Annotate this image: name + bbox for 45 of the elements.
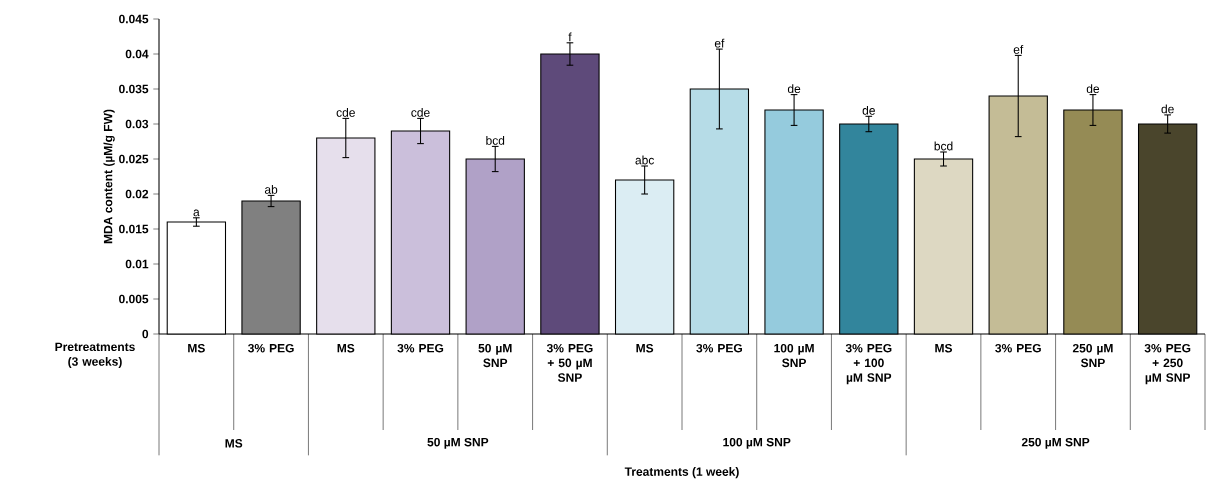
annotation: ef (1013, 45, 1024, 54)
annotation: ab (264, 184, 278, 194)
annotation: de (1086, 84, 1100, 94)
text: Pretreatments (3 weeks) (55, 342, 135, 369)
x-tick-label: MS (188, 343, 205, 353)
y-tick-label: 0.045 (119, 14, 149, 24)
annotation: de (862, 105, 875, 115)
annotation: de (787, 84, 801, 94)
text: 100 µM SNP (723, 437, 791, 449)
text: Treatments (1 week) (624, 467, 739, 479)
y-tick-label: 0.02 (125, 189, 149, 199)
text: 50 µM SNP (427, 437, 489, 449)
x-tick-label: 3% PEG + 50 µM SNP (546, 343, 593, 382)
annotation: bcd (934, 141, 953, 151)
text: MS (225, 439, 243, 448)
x-tick-label: 3% PEG + 100 µM SNP (845, 343, 892, 385)
x-tick-label: MS (636, 343, 654, 353)
y-tick-label: 0.03 (125, 119, 149, 129)
annotation: cde (336, 107, 355, 117)
y-tick-label: 0.025 (119, 154, 149, 164)
x-tick-label: 100 µM SNP (774, 343, 814, 368)
y-tick-label: 0.015 (119, 224, 149, 234)
x-tick-label: 3% PEG (995, 343, 1041, 353)
x-tick-label: 3% PEG (696, 343, 742, 353)
x-tick-label: MS (935, 343, 953, 353)
y-tick-label: 0.01 (125, 259, 149, 269)
annotation: cde (411, 107, 430, 117)
annotation: ef (714, 38, 725, 48)
annotation: abc (635, 155, 655, 165)
text: 250 µM SNP (1021, 437, 1090, 449)
y-tick-label: 0.005 (119, 294, 149, 304)
x-tick-label: 50 µM SNP (478, 343, 512, 368)
annotation: a (193, 209, 200, 217)
y-tick-label: 0 (142, 329, 149, 339)
x-tick-label: 250 µM SNP (1072, 343, 1113, 368)
x-tick-label: 3% PEG (248, 343, 294, 353)
y-axis-title: MDA content (µM/g FW) (103, 109, 115, 244)
annotation: f (568, 32, 572, 42)
y-tick-label: 0.04 (125, 49, 149, 59)
annotation: bcd (486, 135, 505, 145)
y-tick-label: 0.035 (119, 84, 149, 94)
annotation: de (1161, 104, 1174, 114)
x-tick-label: MS (337, 343, 355, 353)
x-tick-label: 3% PEG + 250 µM SNP (1144, 343, 1191, 385)
x-tick-label: 3% PEG (397, 343, 444, 353)
